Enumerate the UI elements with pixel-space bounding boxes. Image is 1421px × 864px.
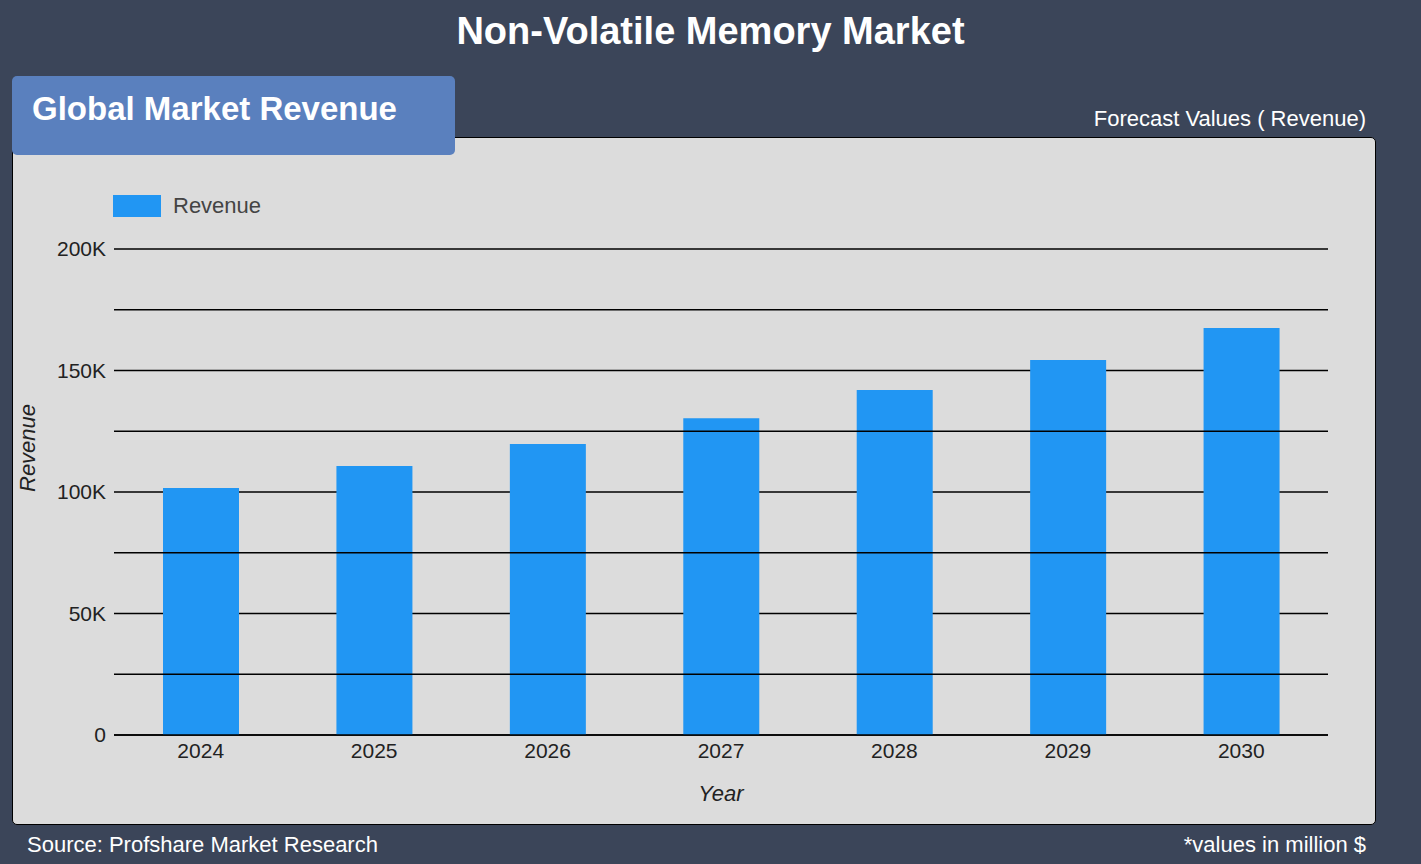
html-text:Revenue: Revenue [173,193,262,218]
html-text:*values in million $: *values in million $ [1183,832,1366,857]
svg-text:Revenue: Revenue [15,404,40,492]
svg-text:50K: 50K [69,602,106,625]
svg-text:0: 0 [94,723,106,746]
svg-text:2030: 2030 [1218,739,1265,762]
html-text:Forecast Values ( Revenue): Forecast Values ( Revenue) [1093,106,1366,131]
svg-text:2024: 2024 [177,739,224,762]
html-text:Global Market Revenue: Global Market Revenue [32,90,397,127]
svg-text:2029: 2029 [1044,739,1091,762]
svg-text:2025: 2025 [351,739,398,762]
html-text:Non-Volatile Memory Market: Non-Volatile Memory Market [456,10,965,52]
svg-text:2027: 2027 [698,739,745,762]
svg-text:2026: 2026 [524,739,571,762]
svg-text:Year: Year [698,781,745,806]
svg-text:2028: 2028 [871,739,918,762]
svg-text:100K: 100K [57,480,106,503]
svg-text:200K: 200K [57,237,106,260]
html-text:Source: Profshare Market Resea: Source: Profshare Market Research [27,832,378,857]
svg-text:150K: 150K [57,359,106,382]
